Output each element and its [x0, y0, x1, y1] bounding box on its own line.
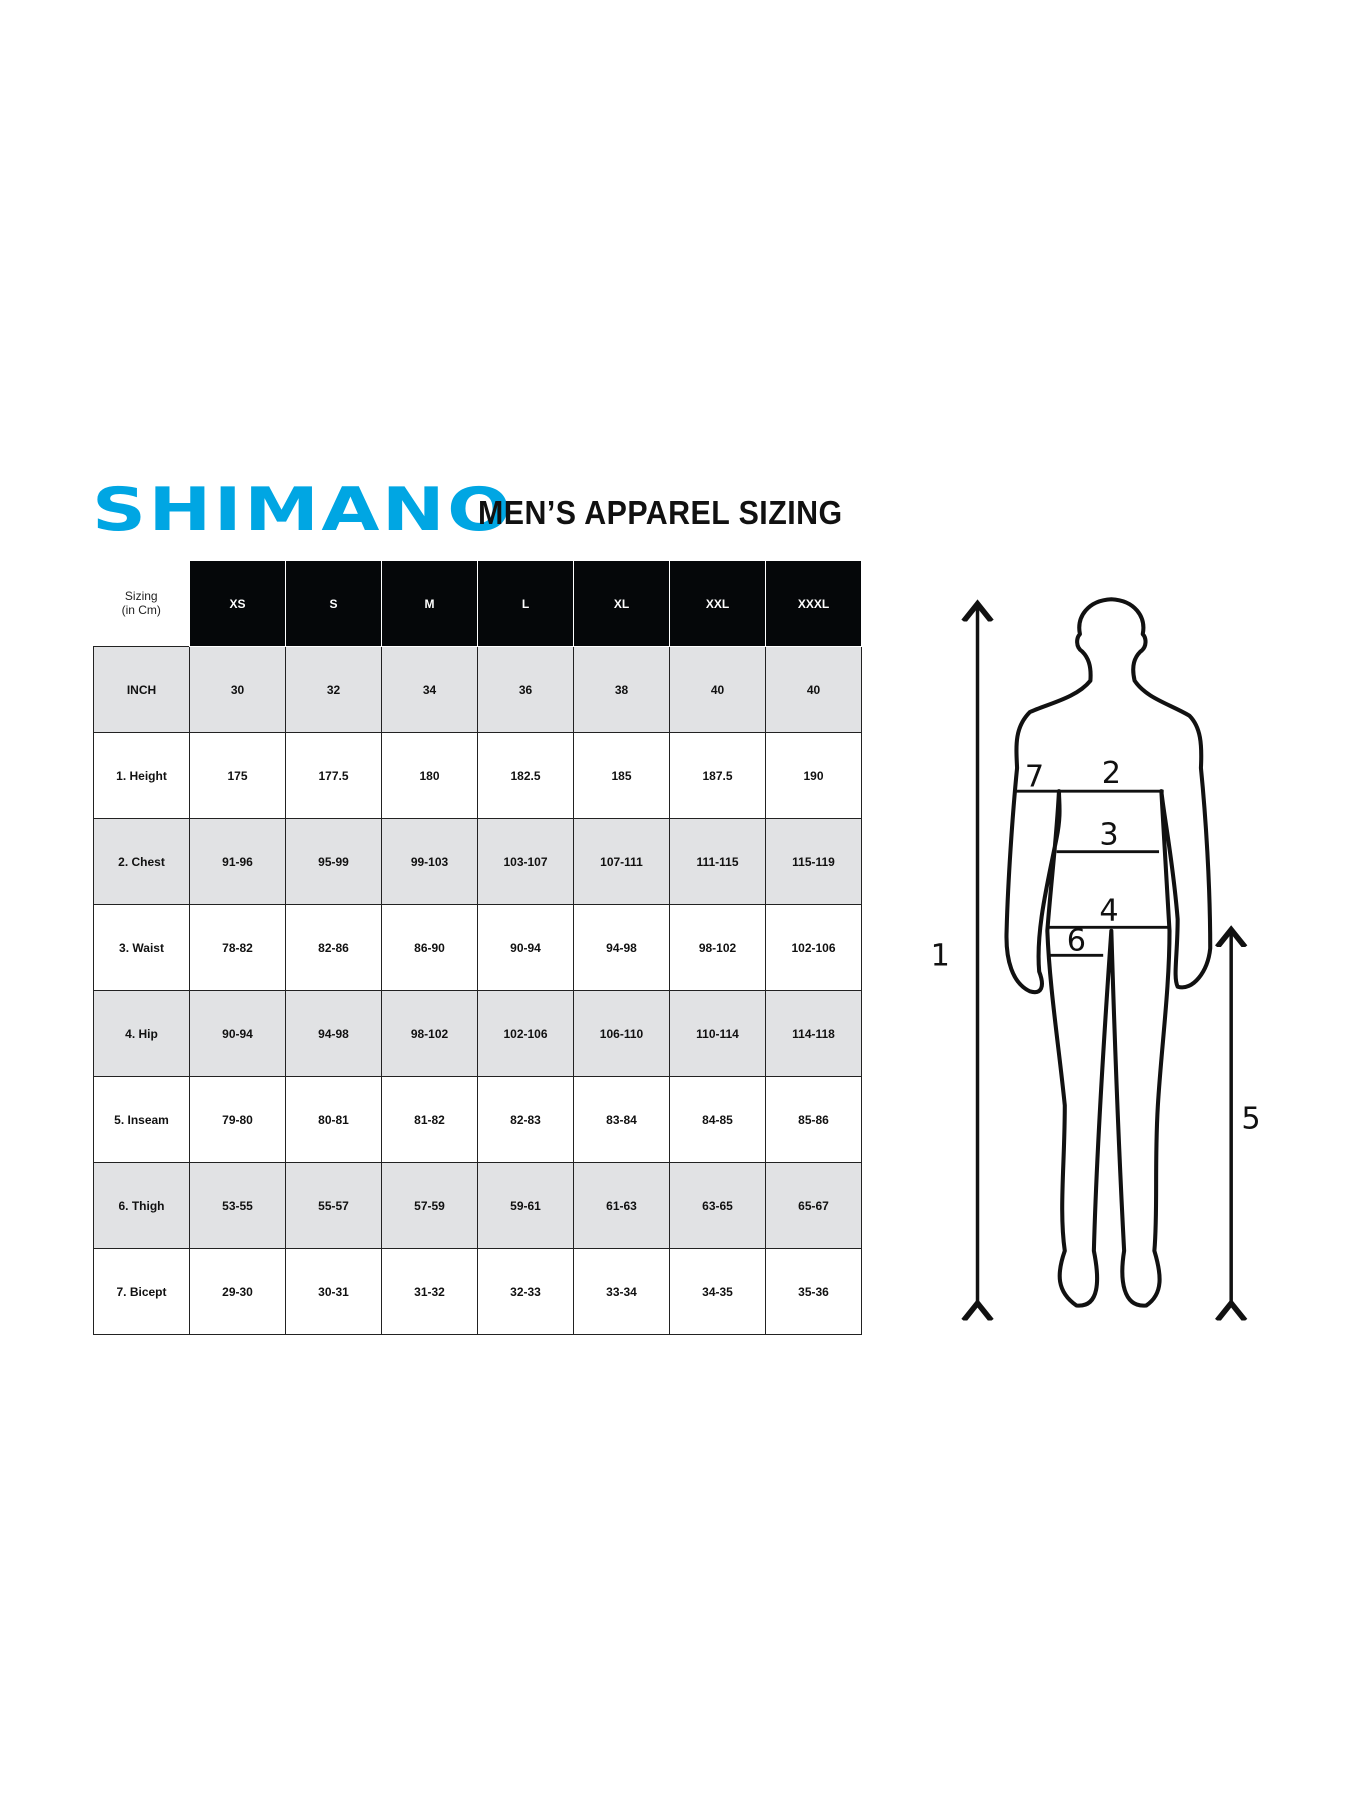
corner-line-2: (in Cm)	[121, 603, 161, 618]
size-header-xs: XS	[189, 560, 286, 647]
table-cell: 38	[573, 646, 670, 733]
label-3: 3	[1099, 818, 1118, 853]
table-row: INCH 30 32 34 36 38 40 40	[93, 646, 862, 733]
table-cell: 35-36	[765, 1248, 862, 1335]
table-cell: 177.5	[285, 732, 382, 819]
table-cell: 111-115	[669, 818, 766, 905]
corner-line-1: Sizing	[124, 589, 158, 604]
table-cell: 63-65	[669, 1162, 766, 1249]
table-cell: 115-119	[765, 818, 862, 905]
size-header-m: M	[381, 560, 478, 647]
table-cell: 34-35	[669, 1248, 766, 1335]
table-cell: 85-86	[765, 1076, 862, 1163]
table-row: 7. Bicept 29-30 30-31 31-32 32-33 33-34 34-35 3…	[93, 1248, 862, 1335]
table-cell: 65-67	[765, 1162, 862, 1249]
table-cell: 99-103	[381, 818, 478, 905]
table-cell: 110-114	[669, 990, 766, 1077]
table-cell: 32	[285, 646, 382, 733]
table-cell: 59-61	[477, 1162, 574, 1249]
body-outline	[1004, 597, 1213, 1308]
size-header-xxxl: XXXL	[765, 560, 862, 647]
size-header-xl: XL	[573, 560, 670, 647]
row-label: 4. Hip	[93, 990, 190, 1077]
table-cell: 82-83	[477, 1076, 574, 1163]
table-cell: 32-33	[477, 1248, 574, 1335]
table-cell: 84-85	[669, 1076, 766, 1163]
row-label: 3. Waist	[93, 904, 190, 991]
table-cell: 30-31	[285, 1248, 382, 1335]
table-cell: 180	[381, 732, 478, 819]
size-chart-table: Sizing (in Cm) XS S M L XL XXL XXXL INCH 30 32 34 3…	[93, 560, 862, 1335]
label-5: 5	[1241, 1102, 1260, 1137]
table-cell: 190	[765, 732, 862, 819]
table-cell: 102-106	[477, 990, 574, 1077]
table-cell: 90-94	[477, 904, 574, 991]
row-label: 1. Height	[93, 732, 190, 819]
size-header-s: S	[285, 560, 382, 647]
size-header-row: Sizing (in Cm) XS S M L XL XXL XXXL	[93, 560, 862, 647]
table-cell: 81-82	[381, 1076, 478, 1163]
sizing-unit-label: Sizing (in Cm)	[93, 560, 190, 647]
table-cell: 30	[189, 646, 286, 733]
row-label: INCH	[93, 646, 190, 733]
table-row: 3. Waist 78-82 82-86 86-90 90-94 94-98 98-102 1…	[93, 904, 862, 991]
label-7: 7	[1025, 760, 1044, 795]
table-cell: 98-102	[669, 904, 766, 991]
table-cell: 90-94	[189, 990, 286, 1077]
table-row: 1. Height 175 177.5 180 182.5 185 187.5 190	[93, 732, 862, 819]
table-cell: 40	[765, 646, 862, 733]
table-cell: 82-86	[285, 904, 382, 991]
size-header-l: L	[477, 560, 574, 647]
table-cell: 102-106	[765, 904, 862, 991]
table-cell: 114-118	[765, 990, 862, 1077]
row-label: 6. Thigh	[93, 1162, 190, 1249]
label-6: 6	[1067, 924, 1086, 959]
row-label: 7. Bicept	[93, 1248, 190, 1335]
size-header-xxl: XXL	[669, 560, 766, 647]
table-cell: 94-98	[573, 904, 670, 991]
table-cell: 79-80	[189, 1076, 286, 1163]
measurement-lines	[1014, 789, 1170, 957]
table-cell: 107-111	[573, 818, 670, 905]
table-row: 5. Inseam 79-80 80-81 81-82 82-83 83-84 84-85 8…	[93, 1076, 862, 1163]
table-row: 4. Hip 90-94 94-98 98-102 102-106 106-110 110-…	[93, 990, 862, 1077]
table-cell: 91-96	[189, 818, 286, 905]
table-cell: 106-110	[573, 990, 670, 1077]
label-1: 1	[931, 939, 950, 974]
table-cell: 103-107	[477, 818, 574, 905]
table-cell: 175	[189, 732, 286, 819]
label-4: 4	[1099, 893, 1118, 928]
table-row: 2. Chest 91-96 95-99 99-103 103-107 107-111 11…	[93, 818, 862, 905]
table-cell: 29-30	[189, 1248, 286, 1335]
table-cell: 94-98	[285, 990, 382, 1077]
table-cell: 98-102	[381, 990, 478, 1077]
table-cell: 86-90	[381, 904, 478, 991]
table-cell: 34	[381, 646, 478, 733]
label-2: 2	[1102, 756, 1121, 791]
row-label: 2. Chest	[93, 818, 190, 905]
page-title: MEN’S APPAREL SIZING	[478, 494, 843, 531]
table-cell: 36	[477, 646, 574, 733]
shimano-logo: SHIMANO	[92, 475, 514, 545]
table-cell: 57-59	[381, 1162, 478, 1249]
table-cell: 80-81	[285, 1076, 382, 1163]
table-cell: 61-63	[573, 1162, 670, 1249]
